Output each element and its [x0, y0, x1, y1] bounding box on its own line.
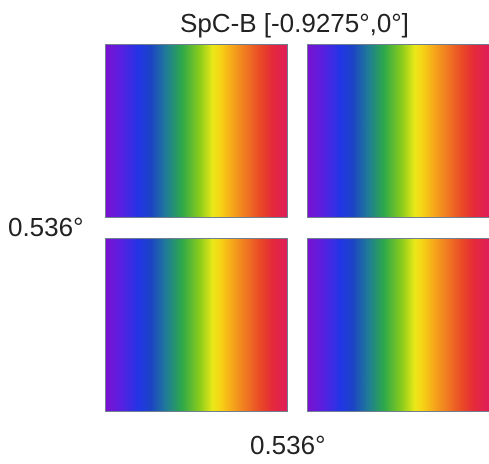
panel-top-left	[105, 44, 288, 218]
panel-bottom-right	[307, 238, 489, 412]
panel-bottom-left	[105, 238, 288, 412]
figure-title: SpC-B [-0.9275°,0°]	[180, 8, 409, 38]
horizontal-extent-label: 0.536°	[250, 430, 326, 460]
vertical-extent-label: 0.536°	[8, 212, 84, 242]
panel-top-right	[307, 44, 489, 218]
